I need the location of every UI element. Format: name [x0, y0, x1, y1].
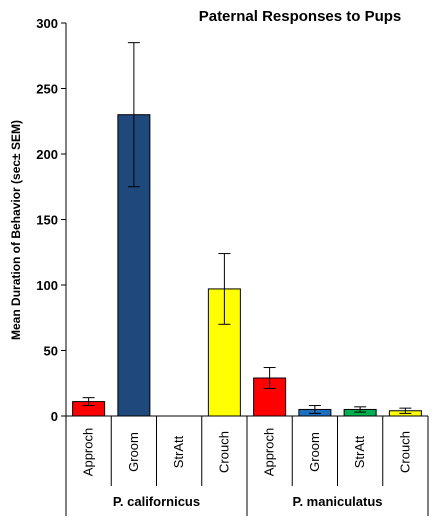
category-label: Groom: [126, 432, 141, 472]
y-tick-label: 250: [36, 82, 58, 97]
group-label: P. maniculatus: [292, 494, 382, 509]
axes: 0 50 100 150 200 250 300: [36, 16, 429, 516]
category-label: Crouch: [216, 431, 231, 473]
y-axis-label: Mean Duration of Behavior (sec± SEM): [9, 120, 23, 340]
group-label: P. californicus: [113, 494, 200, 509]
y-tick-label: 0: [51, 409, 58, 424]
category-label: Approch: [262, 428, 277, 476]
category-label: Groom: [307, 432, 322, 472]
category-label: Approch: [81, 428, 96, 476]
y-tick-label: 50: [44, 344, 58, 359]
y-tick-label: 100: [36, 278, 58, 293]
category-label: Crouch: [397, 431, 412, 473]
bar: [253, 377, 287, 417]
y-tick-label: 300: [36, 16, 58, 31]
category-label: StrAtt: [352, 435, 367, 468]
labels: Approch Groom StrAtt Crouch Approch Groom StrA…: [81, 428, 413, 509]
y-tick-label: 200: [36, 147, 58, 162]
bars: [72, 42, 422, 417]
chart-title: Paternal Responses to Pups: [199, 8, 402, 25]
category-label: StrAtt: [171, 435, 186, 468]
y-tick-label: 150: [36, 213, 58, 228]
